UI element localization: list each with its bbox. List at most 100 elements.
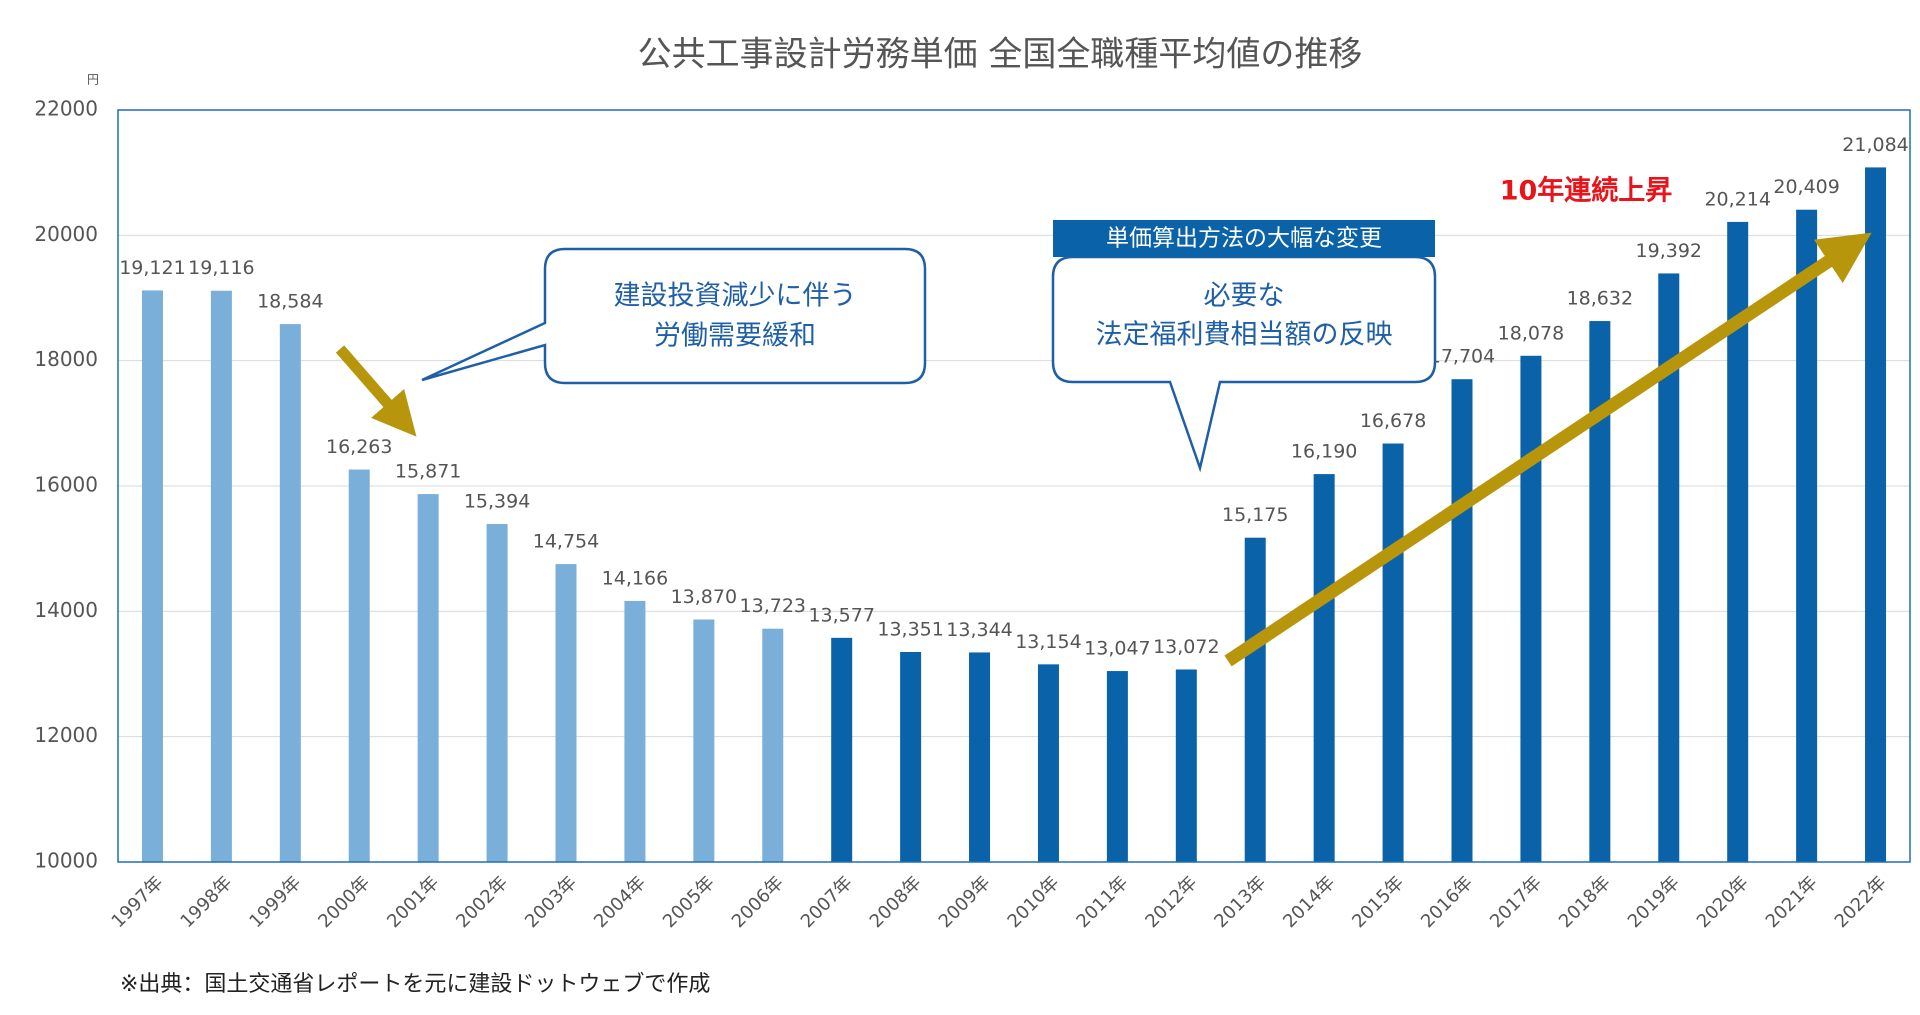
rise-label: 10年連続上昇	[1500, 175, 1673, 207]
y-tick-label: 22000	[34, 97, 98, 121]
callout-text: 法定福利費相当額の反映	[1096, 320, 1393, 351]
value-label: 20,214	[1704, 188, 1770, 210]
bar	[1313, 474, 1335, 862]
x-tick-label: 1997年	[108, 872, 168, 932]
y-tick-label: 20000	[34, 222, 98, 246]
value-label: 13,047	[1084, 638, 1150, 660]
chart-title: 公共工事設計労務単価 全国全職種平均値の推移	[638, 35, 1363, 75]
bar	[210, 290, 232, 862]
plot-area: 10000 12000 14000 16000 18000 20000 22000 1997年…	[34, 97, 1910, 932]
bar	[417, 494, 439, 862]
bar	[348, 469, 370, 862]
bar	[1796, 209, 1818, 863]
value-label: 13,072	[1153, 636, 1219, 658]
value-label: 21,084	[1842, 134, 1908, 156]
x-tick-label: 2007年	[797, 872, 857, 932]
value-label: 14,166	[602, 567, 668, 589]
x-tick-label: 2015年	[1348, 872, 1408, 932]
callout-text: 必要な	[1204, 281, 1285, 312]
value-label: 20,409	[1773, 176, 1839, 198]
bar	[900, 652, 922, 862]
x-tick-label: 2001年	[383, 872, 443, 932]
x-tick-label: 2017年	[1486, 872, 1546, 932]
x-tick-label: 1998年	[176, 872, 236, 932]
bar	[1106, 671, 1128, 862]
unit-label: 円	[87, 73, 99, 87]
value-label: 16,263	[326, 436, 392, 458]
x-tick-label: 2019年	[1624, 872, 1684, 932]
bar	[831, 637, 853, 862]
value-label: 18,632	[1567, 288, 1633, 310]
callout-bubble	[421, 247, 927, 385]
bar	[1727, 221, 1749, 862]
bar	[486, 523, 508, 862]
value-label: 18,078	[1498, 322, 1564, 344]
bar	[1037, 664, 1059, 862]
rise-arrow	[1224, 232, 1872, 667]
bar	[141, 290, 163, 862]
bar	[1520, 355, 1542, 862]
value-label: 19,116	[188, 257, 254, 279]
value-label: 16,678	[1360, 410, 1426, 432]
bar	[693, 619, 715, 862]
value-label: 13,344	[946, 619, 1012, 641]
callout-header	[1053, 220, 1435, 257]
value-label: 15,871	[395, 461, 461, 483]
bar	[1589, 321, 1611, 862]
value-label: 14,754	[533, 531, 599, 553]
bar	[624, 600, 646, 862]
x-tick-label: 2008年	[866, 872, 926, 932]
y-tick-label: 18000	[34, 347, 98, 371]
bar	[969, 652, 991, 862]
x-tick-label: 2002年	[452, 872, 512, 932]
y-tick-label: 16000	[34, 473, 98, 497]
x-tick-label: 1999年	[245, 872, 305, 932]
y-tick-label: 14000	[34, 598, 98, 622]
value-label: 19,392	[1636, 240, 1702, 262]
decline-arrow	[335, 345, 417, 437]
x-tick-label: 2004年	[590, 872, 650, 932]
bar	[1382, 443, 1404, 862]
x-tick-label: 2020年	[1693, 872, 1753, 932]
plot-frame	[117, 109, 1911, 863]
bar	[1451, 379, 1473, 862]
y-tick-label: 10000	[34, 849, 98, 873]
callout-text: 建設投資減少に伴う	[614, 281, 857, 312]
callout-header-text: 単価算出方法の大幅な変更	[1106, 226, 1382, 252]
x-tick-label: 2012年	[1141, 872, 1201, 932]
value-label: 13,870	[671, 586, 737, 608]
value-label: 13,351	[877, 619, 943, 641]
value-label: 15,394	[464, 490, 530, 512]
x-tick-label: 2016年	[1417, 872, 1477, 932]
x-tick-label: 2009年	[935, 872, 995, 932]
bar	[1175, 669, 1197, 862]
value-label: 13,154	[1015, 631, 1081, 653]
x-tick-label: 2005年	[659, 872, 719, 932]
x-tick-label: 2011年	[1072, 872, 1132, 932]
source-note: ※出典：国土交通省レポートを元に建設ドットウェブで作成	[120, 972, 710, 997]
value-label: 13,577	[808, 604, 874, 626]
x-tick-label: 2013年	[1210, 872, 1270, 932]
bar	[1658, 273, 1680, 862]
x-tick-label: 2010年	[1004, 872, 1064, 932]
x-tick-label: 2022年	[1831, 872, 1891, 932]
callout-bubble	[1051, 255, 1437, 473]
value-label: 13,723	[740, 595, 806, 617]
x-tick-label: 2003年	[521, 872, 581, 932]
y-tick-label: 12000	[34, 723, 98, 747]
x-tick-label: 2014年	[1279, 872, 1339, 932]
x-tick-label: 2018年	[1555, 872, 1615, 932]
x-tick-label: 2021年	[1762, 872, 1822, 932]
callout-text: 労働需要緩和	[654, 321, 816, 352]
bar	[1244, 537, 1266, 862]
bar	[1865, 167, 1887, 863]
bar	[279, 324, 301, 862]
bar	[555, 564, 577, 862]
x-tick-label: 2000年	[314, 872, 374, 932]
x-tick-label: 2006年	[728, 872, 788, 932]
value-label: 18,584	[257, 291, 323, 313]
bar	[762, 628, 784, 862]
value-label: 17,704	[1429, 346, 1495, 368]
value-label: 19,121	[119, 257, 185, 279]
